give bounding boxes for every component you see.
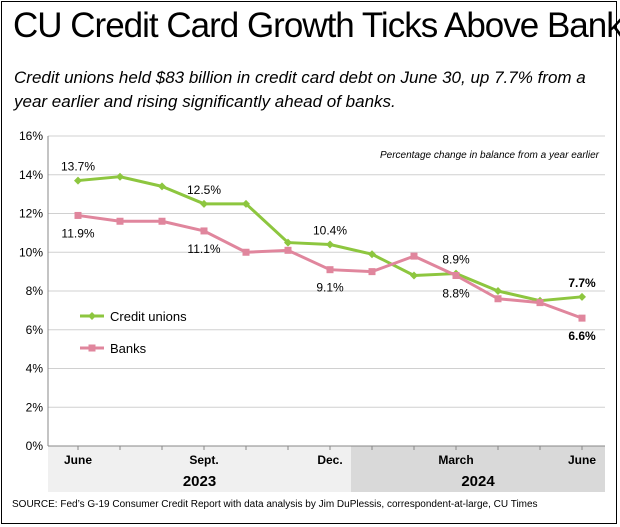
data-point [284, 238, 292, 247]
data-point [536, 299, 544, 307]
data-point [200, 227, 208, 235]
year-label: 2024 [461, 473, 495, 490]
y-tick-label: 4% [26, 362, 44, 376]
data-point [326, 266, 334, 274]
data-label: 8.9% [442, 253, 470, 267]
year-label: 2023 [183, 473, 216, 490]
data-point [494, 287, 502, 295]
y-tick-label: 16% [19, 129, 43, 143]
data-label: 10.4% [313, 224, 347, 238]
y-tick-label: 0% [26, 439, 44, 453]
data-point [326, 240, 334, 249]
line-chart: 0% 2% 4% 6% 8% 10% 12% 14% 16% June Sept. Dec. March… [19, 129, 605, 492]
year-band-2023 [48, 446, 351, 492]
data-point [368, 250, 376, 259]
y-tick-label: 14% [19, 168, 43, 182]
x-tick-label: June [568, 453, 596, 467]
legend-marker [88, 344, 96, 352]
data-point [74, 211, 82, 219]
data-point [116, 172, 124, 181]
data-point [158, 217, 166, 225]
data-point [368, 268, 376, 276]
data-point [410, 252, 418, 260]
data-point [242, 248, 250, 256]
data-point [74, 176, 82, 185]
data-label: 9.1% [316, 281, 344, 295]
x-tick-label: Dec. [317, 453, 342, 467]
data-point [452, 272, 460, 279]
data-point [284, 246, 292, 254]
legend-marker [88, 312, 96, 320]
y-tick-label: 12% [19, 207, 43, 221]
chart-annotation: Percentage change in balance from a year… [380, 150, 600, 161]
data-label: 13.7% [61, 160, 95, 174]
data-point [200, 199, 208, 208]
data-label: 6.6% [568, 329, 596, 343]
data-point [578, 314, 586, 322]
data-point [578, 292, 586, 301]
data-point [158, 182, 166, 191]
data-point [494, 295, 502, 303]
y-tick-label: 2% [26, 400, 44, 414]
data-label: 11.1% [187, 242, 220, 256]
data-point [242, 199, 250, 208]
y-tick-label: 10% [19, 245, 43, 259]
chart-title: CU Credit Card Growth Ticks Above Banks [13, 6, 620, 45]
year-band-2024 [351, 446, 605, 492]
data-point [410, 271, 418, 280]
x-tick-label: March [438, 453, 473, 467]
source-note: SOURCE: Fed’s G-19 Consumer Credit Repor… [12, 499, 538, 510]
data-label: 12.5% [187, 183, 221, 197]
x-tick-label: Sept. [189, 453, 218, 467]
legend-label: Banks [110, 341, 147, 356]
y-tick-label: 8% [26, 284, 44, 298]
data-label: 8.8% [442, 287, 470, 301]
data-label: 7.7% [568, 276, 596, 290]
data-label: 11.9% [61, 226, 94, 240]
data-point [116, 217, 124, 225]
legend-label: Credit unions [110, 309, 187, 324]
x-tick-label: June [64, 453, 92, 467]
y-tick-label: 6% [26, 323, 44, 337]
chart-subtitle: Credit unions held $83 billion in credit… [14, 68, 586, 111]
